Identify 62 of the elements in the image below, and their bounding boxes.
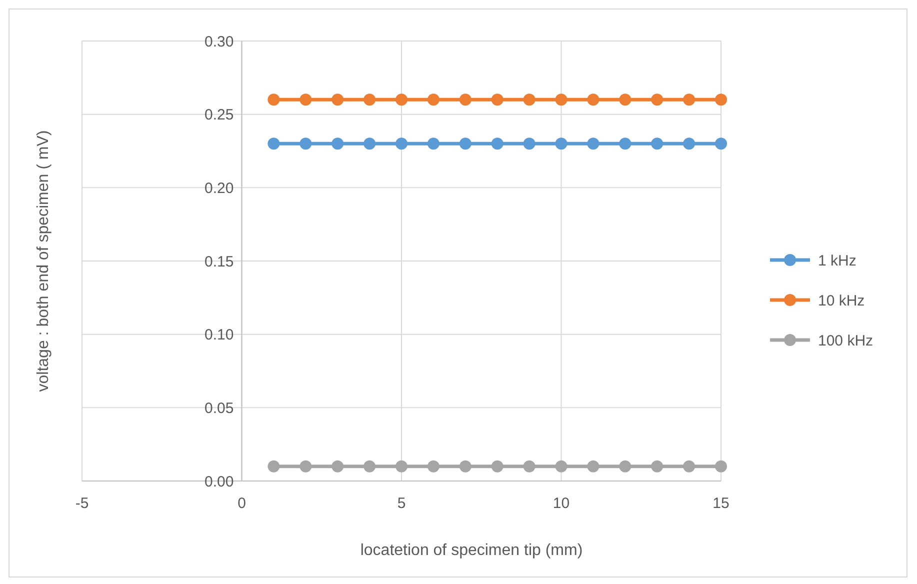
point (523, 94, 536, 106)
point (300, 94, 312, 106)
point (651, 460, 664, 472)
point (459, 138, 472, 150)
legend-label: 10 kHz (818, 292, 865, 310)
point (683, 94, 696, 106)
point (555, 460, 568, 472)
point (300, 138, 312, 150)
point (332, 460, 344, 472)
point (364, 460, 376, 472)
point (459, 94, 472, 106)
y-tick-label: 0.20 (204, 180, 234, 197)
point (491, 138, 504, 150)
point (268, 94, 280, 106)
point (587, 94, 600, 106)
point (268, 138, 280, 150)
point (268, 460, 280, 472)
y-axis-title: voltage : both end of specimen ( mV) (35, 130, 52, 392)
point (523, 460, 536, 472)
point (332, 94, 344, 106)
point (619, 460, 632, 472)
point (396, 460, 408, 472)
x-tick-label: 10 (552, 495, 570, 512)
point (427, 94, 440, 106)
point (715, 94, 727, 106)
point (587, 460, 600, 472)
point (651, 138, 664, 150)
y-tick-label: 0.10 (204, 326, 234, 344)
point (427, 460, 440, 472)
point (587, 138, 600, 150)
point (523, 138, 536, 150)
point (332, 138, 344, 150)
point (619, 138, 632, 150)
y-tick-label: 0.25 (204, 106, 234, 124)
x-tick-label: 15 (712, 495, 730, 512)
point (396, 94, 408, 106)
y-tick-label: 0.15 (204, 253, 234, 270)
point (715, 138, 727, 150)
y-tick-label: 0.00 (204, 473, 234, 490)
x-tick-label: 0 (238, 495, 246, 512)
y-tick-label: 0.05 (204, 400, 234, 417)
x-tick-label: -5 (75, 495, 89, 512)
point (555, 94, 568, 106)
point (364, 94, 376, 106)
point (491, 460, 504, 472)
point (651, 94, 664, 106)
x-axis-title: locatetion of specimen tip (mm) (360, 542, 583, 559)
point (619, 94, 632, 106)
point (364, 138, 376, 150)
point (715, 460, 727, 472)
point (427, 138, 440, 150)
x-tick-label: 5 (397, 495, 406, 512)
y-tick-label: 0.30 (204, 33, 234, 50)
point (491, 94, 504, 106)
legend-label: 100 kHz (818, 332, 874, 350)
point (300, 460, 312, 472)
point (683, 460, 696, 472)
point (396, 138, 408, 150)
legend-label: 1 kHz (818, 252, 856, 270)
point (459, 460, 472, 472)
point (555, 138, 568, 150)
point (683, 138, 696, 150)
